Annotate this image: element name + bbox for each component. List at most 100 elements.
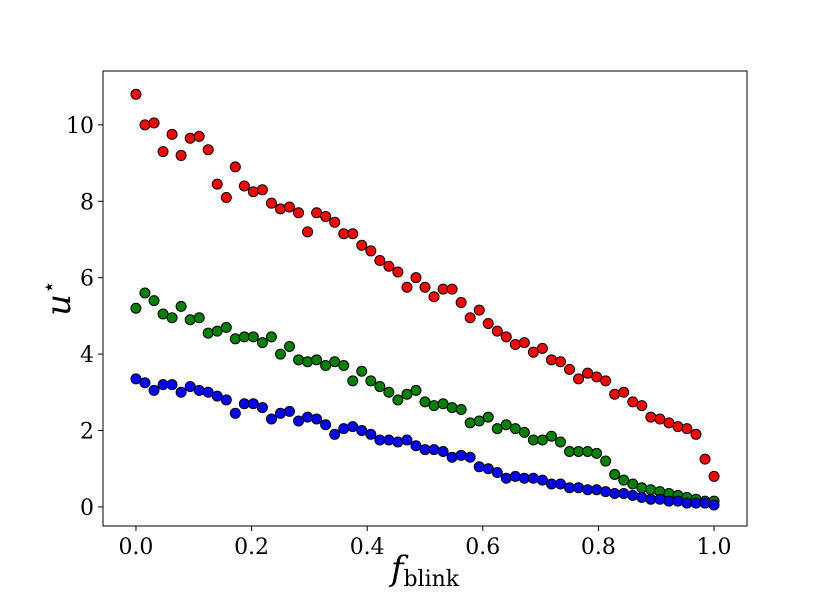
point xyxy=(193,312,205,324)
point xyxy=(265,331,277,343)
point xyxy=(311,413,323,425)
point xyxy=(130,302,142,314)
point xyxy=(428,400,440,412)
point xyxy=(265,413,277,425)
point xyxy=(383,386,395,398)
point xyxy=(573,482,585,494)
point xyxy=(320,360,332,372)
point xyxy=(202,327,214,339)
point xyxy=(320,211,332,223)
point xyxy=(473,461,485,473)
point xyxy=(256,402,268,414)
point xyxy=(618,386,630,398)
point xyxy=(573,373,585,385)
point xyxy=(708,470,720,482)
point xyxy=(464,312,476,324)
point xyxy=(329,356,341,368)
point xyxy=(157,379,169,391)
point xyxy=(527,346,539,358)
point xyxy=(645,411,657,423)
point xyxy=(193,130,205,142)
point xyxy=(500,472,512,484)
point xyxy=(591,484,603,496)
point xyxy=(690,497,702,509)
point xyxy=(347,421,359,433)
point xyxy=(401,434,413,446)
point xyxy=(564,446,576,458)
point xyxy=(338,423,350,435)
point xyxy=(545,354,557,366)
point xyxy=(401,388,413,400)
x-tick-label: 0.6 xyxy=(465,535,500,560)
point xyxy=(609,488,621,500)
point xyxy=(338,360,350,372)
point xyxy=(618,488,630,500)
point xyxy=(130,373,142,385)
y-tick-label: 2 xyxy=(80,419,94,444)
point xyxy=(383,434,395,446)
point xyxy=(455,297,467,309)
point xyxy=(708,499,720,511)
x-label-sub: blink xyxy=(403,567,459,592)
point xyxy=(654,413,666,425)
point xyxy=(482,318,494,330)
point xyxy=(211,178,223,190)
point xyxy=(283,201,295,213)
point xyxy=(392,394,404,406)
point xyxy=(274,348,286,360)
point xyxy=(211,390,223,402)
point xyxy=(283,405,295,417)
point xyxy=(428,444,440,456)
x-tick-label: 1.0 xyxy=(697,535,732,560)
point xyxy=(545,430,557,442)
point xyxy=(410,272,422,284)
point xyxy=(555,478,567,490)
point xyxy=(527,434,539,446)
point xyxy=(311,354,323,366)
x-tick-label: 0.8 xyxy=(581,535,616,560)
y-label-main: u xyxy=(39,294,79,316)
point xyxy=(130,88,142,100)
point xyxy=(365,428,377,440)
point xyxy=(464,417,476,429)
point xyxy=(175,300,187,312)
point xyxy=(455,403,467,415)
point xyxy=(473,304,485,316)
point xyxy=(690,428,702,440)
point xyxy=(645,493,657,505)
point xyxy=(654,493,666,505)
point xyxy=(600,455,612,467)
point xyxy=(157,308,169,320)
point xyxy=(491,325,503,337)
point xyxy=(247,186,259,198)
point xyxy=(672,421,684,433)
point xyxy=(302,356,314,368)
point xyxy=(148,117,160,129)
point xyxy=(437,398,449,410)
point xyxy=(419,444,431,456)
point xyxy=(238,398,250,410)
y-tick-label: 8 xyxy=(80,190,94,215)
point xyxy=(329,428,341,440)
point xyxy=(663,417,675,429)
y-axis-label: u⋆ xyxy=(37,280,79,316)
point xyxy=(229,333,241,345)
point xyxy=(202,144,214,156)
point xyxy=(302,226,314,238)
point xyxy=(518,337,530,349)
point xyxy=(347,375,359,387)
point xyxy=(175,386,187,398)
point xyxy=(437,283,449,295)
point xyxy=(139,287,151,299)
point xyxy=(672,495,684,507)
point xyxy=(410,384,422,396)
point xyxy=(564,482,576,494)
point xyxy=(500,331,512,343)
point xyxy=(573,446,585,458)
point xyxy=(591,447,603,459)
point xyxy=(365,375,377,387)
point xyxy=(419,281,431,293)
point xyxy=(536,474,548,486)
plot-frame xyxy=(102,70,748,527)
point xyxy=(509,470,521,482)
